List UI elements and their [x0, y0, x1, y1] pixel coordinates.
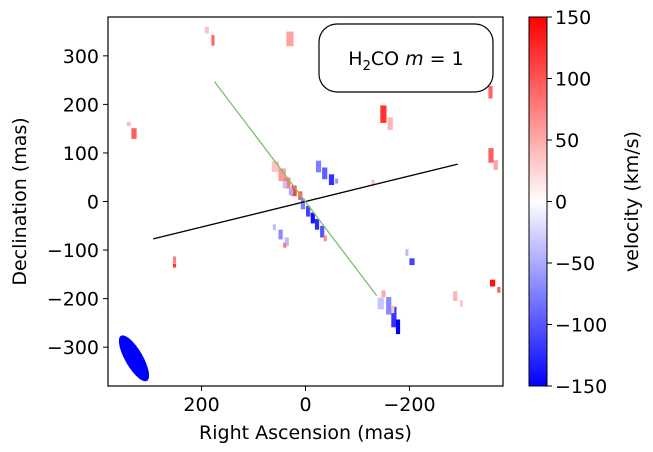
emission-clump — [284, 237, 289, 247]
y-axis-label: Declination (mas) — [9, 117, 31, 285]
colorbar-tick-label: −100 — [555, 315, 607, 337]
emission-clump — [278, 229, 283, 240]
annotation-label: H2CO m = 1 — [348, 48, 463, 74]
colorbar-tick-label: 150 — [555, 7, 591, 29]
emission-clump — [453, 291, 458, 301]
emission-clump — [271, 161, 279, 172]
y-tick-label: 0 — [87, 192, 99, 214]
colorbar-tick-label: 100 — [555, 69, 591, 91]
y-tick-label: 200 — [63, 94, 99, 116]
emission-clump — [314, 219, 320, 230]
y-axis-ticks: 300 200 100 0 −100 −200 −300 — [47, 46, 108, 359]
x-axis-ticks: 200 0 −200 — [183, 386, 436, 416]
y-tick-label: 300 — [63, 46, 99, 68]
y-tick-label: −200 — [47, 289, 99, 311]
x-tick-label: 0 — [299, 394, 311, 416]
emission-clumps — [126, 26, 501, 335]
emission-clump — [131, 128, 137, 139]
axis-lines — [153, 81, 458, 297]
emission-clump — [173, 263, 177, 268]
emission-clump — [211, 35, 215, 46]
y-tick-label: −300 — [47, 337, 99, 359]
colorbar-tick-label: −150 — [555, 376, 607, 398]
y-tick-label: −100 — [47, 240, 99, 262]
emission-clump — [386, 297, 392, 315]
y-tick-label: 100 — [63, 143, 99, 165]
emission-clump — [306, 205, 311, 217]
emission-clump — [381, 290, 386, 298]
x-axis-label: Right Ascension (mas) — [199, 422, 412, 444]
emission-clump — [126, 121, 131, 126]
jet-axis-line — [213, 81, 378, 297]
emission-clump — [371, 179, 375, 185]
colorbar-tick-label: 50 — [555, 130, 579, 152]
emission-clump — [283, 242, 287, 248]
emission-clump — [459, 300, 463, 307]
emission-clump — [323, 235, 327, 242]
emission-clump — [272, 224, 276, 231]
colorbar-ticks: 150 100 50 0 −50 −100 −150 — [547, 7, 607, 398]
emission-clump — [315, 160, 322, 173]
emission-clump — [284, 177, 291, 189]
x-tick-label: 200 — [183, 394, 219, 416]
emission-clump — [490, 279, 496, 287]
colorbar-label: velocity (km/s) — [621, 131, 643, 272]
emission-clump — [377, 297, 384, 310]
emission-clump — [286, 31, 294, 47]
emission-clump — [409, 258, 415, 266]
colorbar-gradient — [528, 16, 548, 387]
beam-ellipse-shape — [118, 335, 150, 382]
emission-clump — [300, 198, 305, 210]
emission-clump — [310, 212, 315, 224]
emission-clump — [493, 160, 498, 170]
emission-clump — [288, 188, 294, 196]
emission-clump — [497, 287, 501, 293]
colorbar: 150 100 50 0 −50 −100 −150 velocity (km/s) — [528, 7, 643, 398]
emission-clump — [387, 117, 393, 131]
emission-clump — [380, 105, 387, 123]
annotation-box — [318, 23, 494, 93]
colorbar-tick-label: −50 — [555, 253, 595, 275]
emission-clump — [322, 167, 328, 180]
emission-clump — [204, 26, 209, 34]
emission-clump — [395, 319, 401, 335]
beam-ellipse — [118, 335, 150, 382]
emission-clump — [335, 178, 339, 184]
emission-clump — [291, 185, 297, 197]
molecule-annotation: H2CO m = 1 — [318, 23, 494, 93]
emission-clump — [391, 306, 397, 328]
emission-clump — [488, 148, 494, 163]
emission-clump — [488, 85, 493, 99]
emission-clump — [282, 181, 287, 188]
emission-clump — [328, 174, 335, 185]
emission-clump — [405, 249, 409, 256]
x-tick-label: −200 — [383, 394, 435, 416]
emission-clump — [391, 305, 395, 314]
emission-clump — [173, 256, 177, 264]
emission-clump — [320, 225, 325, 238]
emission-clump — [278, 168, 286, 182]
colorbar-tick-label: 0 — [555, 192, 567, 214]
